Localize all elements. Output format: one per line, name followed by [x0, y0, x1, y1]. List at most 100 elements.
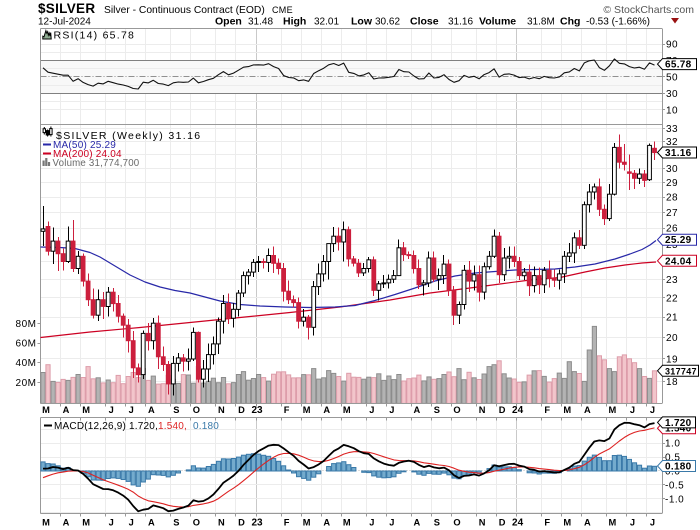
svg-text:30: 30 [666, 164, 678, 175]
svg-text:J: J [650, 518, 655, 528]
svg-text:Silver - Continuous Contract (: Silver - Continuous Contract (EOD) [104, 5, 265, 16]
svg-text:Volume: Volume [479, 16, 516, 28]
svg-text:60M: 60M [16, 339, 37, 350]
svg-text:A: A [414, 405, 421, 415]
svg-text:19: 19 [666, 355, 678, 366]
svg-text:1.540,: 1.540, [158, 421, 187, 432]
svg-text:A: A [323, 518, 330, 528]
svg-text:O: O [193, 405, 200, 415]
svg-text:23: 23 [666, 275, 678, 286]
svg-text:0.180: 0.180 [665, 462, 692, 473]
svg-text:A: A [63, 518, 70, 528]
svg-text:J: J [109, 518, 114, 528]
svg-text:J: J [630, 405, 635, 415]
svg-text:M: M [42, 405, 50, 415]
svg-text:1.720: 1.720 [665, 418, 692, 429]
svg-text:$SILVER: $SILVER [38, 1, 95, 16]
svg-text:Open: Open [215, 16, 242, 28]
svg-text:23: 23 [251, 405, 263, 416]
svg-text:0.180: 0.180 [193, 421, 219, 432]
svg-text:N: N [479, 518, 486, 528]
svg-text:M: M [563, 405, 571, 415]
svg-text:J: J [369, 518, 374, 528]
svg-text:22: 22 [666, 293, 678, 304]
svg-text:21: 21 [666, 313, 678, 324]
svg-text:-1.0: -1.0 [665, 494, 684, 505]
svg-text:317747: 317747 [665, 366, 697, 376]
svg-text:M: M [303, 518, 311, 528]
svg-text:29: 29 [666, 178, 678, 189]
svg-text:S: S [434, 518, 440, 528]
svg-text:J: J [109, 405, 114, 415]
svg-text:1.540: 1.540 [665, 424, 692, 435]
svg-text:80M: 80M [16, 319, 37, 330]
svg-text:D: D [238, 405, 245, 415]
svg-text:S: S [173, 518, 179, 528]
svg-text:33: 33 [666, 124, 678, 135]
svg-text:Chg: Chg [560, 16, 580, 28]
svg-text:J: J [630, 518, 635, 528]
svg-text:A: A [584, 518, 591, 528]
svg-text:F: F [544, 405, 550, 415]
svg-text:32: 32 [666, 137, 678, 148]
svg-text:J: J [389, 405, 394, 415]
svg-text:A: A [414, 518, 421, 528]
svg-text:18: 18 [666, 377, 678, 388]
svg-text:O: O [453, 518, 460, 528]
svg-text:24.04: 24.04 [665, 256, 692, 267]
svg-text:© StockCharts.com: © StockCharts.com [603, 4, 694, 16]
svg-text:31.48: 31.48 [248, 17, 273, 28]
svg-text:31.16: 31.16 [448, 17, 473, 28]
svg-text:-0.5: -0.5 [665, 480, 684, 491]
svg-text:M: M [609, 405, 617, 415]
svg-text:N: N [218, 518, 225, 528]
svg-text:F: F [284, 518, 290, 528]
svg-text:M: M [563, 518, 571, 528]
svg-text:24: 24 [512, 518, 524, 529]
svg-text:27: 27 [666, 208, 678, 219]
svg-text:M: M [82, 405, 90, 415]
svg-text:CME: CME [272, 5, 293, 15]
svg-text:M: M [42, 518, 50, 528]
svg-text:RSI(14) 65.78: RSI(14) 65.78 [54, 29, 136, 41]
svg-text:MA(50) 25.29: MA(50) 25.29 [53, 140, 116, 151]
svg-text:S: S [173, 405, 179, 415]
svg-text:90: 90 [666, 40, 678, 51]
svg-text:-0.53 (-1.66%): -0.53 (-1.66%) [586, 17, 650, 28]
svg-text:1.0: 1.0 [665, 439, 680, 450]
svg-text:O: O [193, 518, 200, 528]
svg-text:25.29: 25.29 [665, 235, 692, 246]
svg-text:N: N [218, 405, 225, 415]
svg-text:A: A [323, 405, 330, 415]
svg-text:F: F [284, 405, 290, 415]
svg-text:F: F [544, 518, 550, 528]
svg-text:A: A [584, 405, 591, 415]
svg-text:N: N [479, 405, 486, 415]
svg-text:D: D [499, 405, 506, 415]
svg-text:65.78: 65.78 [665, 60, 692, 71]
svg-text:31.16: 31.16 [665, 148, 692, 159]
svg-text:M: M [343, 405, 351, 415]
svg-text:Low: Low [351, 16, 373, 28]
svg-text:0.5: 0.5 [665, 453, 680, 464]
svg-text:26: 26 [666, 224, 678, 235]
svg-text:M: M [609, 518, 617, 528]
svg-text:A: A [148, 405, 155, 415]
svg-text:D: D [238, 518, 245, 528]
svg-text:10: 10 [666, 105, 678, 116]
svg-text:D: D [499, 518, 506, 528]
svg-text:O: O [453, 405, 460, 415]
svg-text:A: A [148, 518, 155, 528]
svg-text:J: J [129, 518, 134, 528]
svg-text:Volume 31,774,700: Volume 31,774,700 [53, 158, 140, 169]
svg-text:S: S [434, 405, 440, 415]
svg-text:M: M [343, 518, 351, 528]
svg-text:32.01: 32.01 [314, 17, 339, 28]
svg-text:J: J [129, 405, 134, 415]
svg-text:MA(200) 24.04: MA(200) 24.04 [53, 149, 122, 160]
svg-text:30.62: 30.62 [375, 17, 400, 28]
svg-text:Close: Close [410, 16, 439, 28]
svg-text:$SILVER (Weekly) 31.16: $SILVER (Weekly) 31.16 [56, 130, 201, 142]
svg-text:J: J [650, 405, 655, 415]
svg-text:M: M [303, 405, 311, 415]
